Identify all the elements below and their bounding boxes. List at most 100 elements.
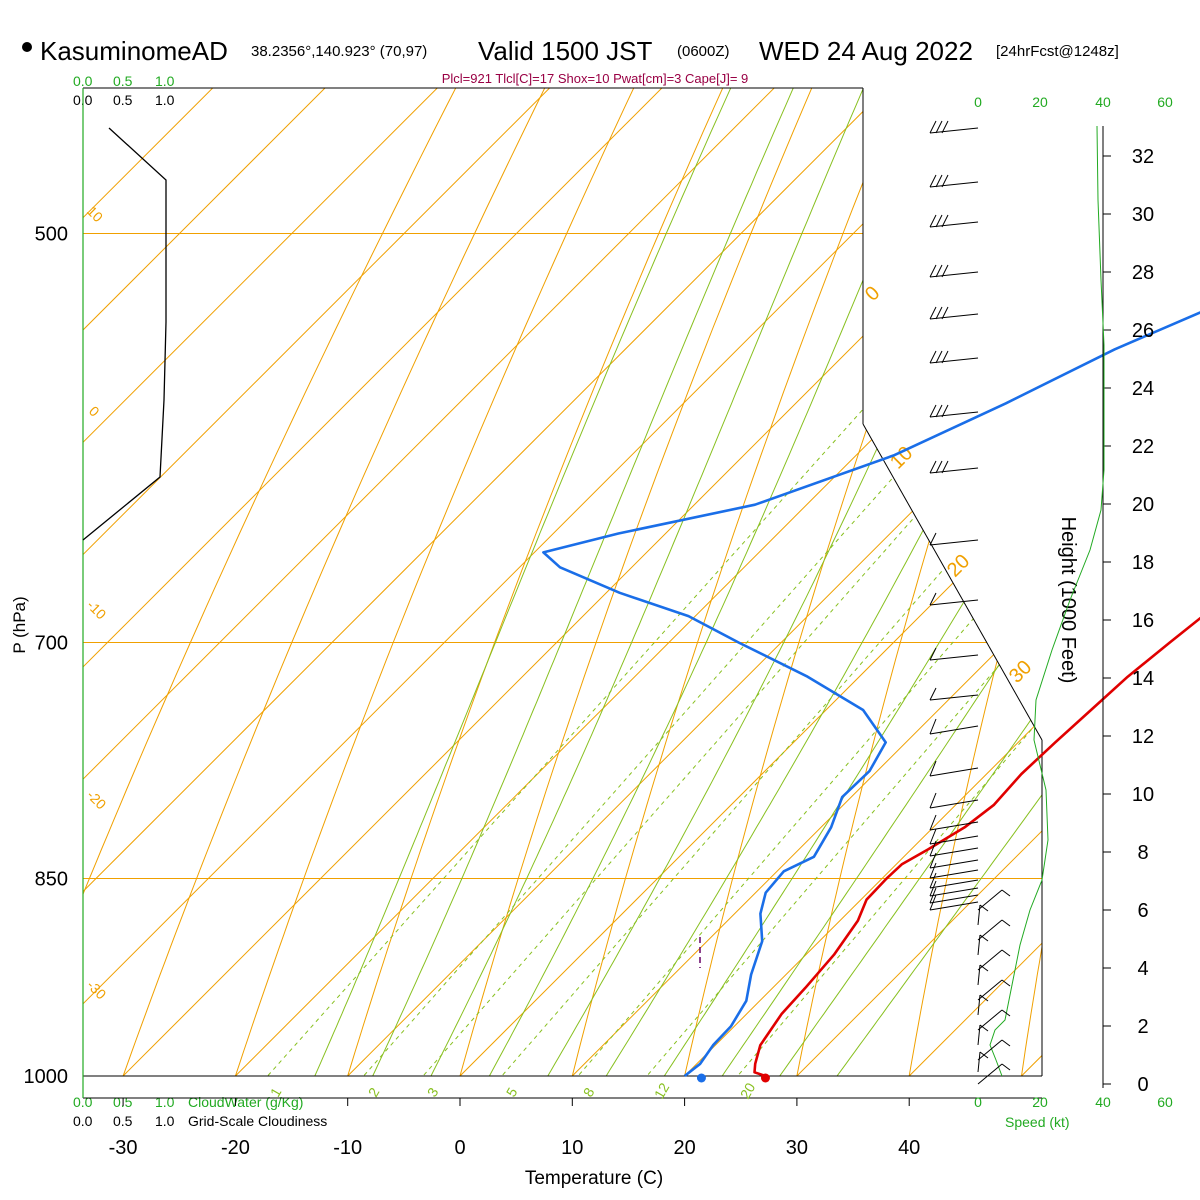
plot-frame xyxy=(82,87,1043,1099)
surface-dewpoint-dot xyxy=(696,1073,706,1083)
wind-barb-feather xyxy=(941,350,949,364)
wind-barb xyxy=(929,221,979,228)
x-tick-label: 20 xyxy=(673,1137,695,1159)
wind-barb-feather xyxy=(1001,949,1011,957)
wind-barb xyxy=(929,694,979,701)
pressure-tick-label: 700 xyxy=(35,632,68,654)
cloud-scale-bottom: 0.0 0.5 1.0 CloudWater (g/Kg) 0.0 0.5 1.… xyxy=(73,1094,327,1129)
scale-label: 0.0 xyxy=(73,73,93,89)
wind-barb-feather xyxy=(929,760,937,777)
wind-barb-feather xyxy=(929,460,937,474)
wind-barb xyxy=(977,919,1003,941)
x-tick-label: 30 xyxy=(786,1137,808,1159)
wind-barb-feather xyxy=(935,404,943,418)
wind-barb xyxy=(929,271,979,278)
wind-barb xyxy=(929,411,979,418)
speed-tick: 20 xyxy=(1032,1094,1048,1110)
speed-tick: 20 xyxy=(1032,94,1048,110)
wind-barb xyxy=(929,357,979,364)
wind-barb xyxy=(929,767,979,777)
cloud-scale-top: 0.0 0.5 1.0 0.0 0.5 1.0 xyxy=(73,73,175,108)
wind-barb-feather xyxy=(941,174,949,188)
pressure-tick-label: 1000 xyxy=(24,1066,69,1088)
speed-tick: 0 xyxy=(974,1094,982,1110)
wind-barb-feather xyxy=(979,994,989,1002)
y-axis-label: P (hPa) xyxy=(10,596,29,653)
scale-label: 0.0 xyxy=(73,1113,93,1129)
wind-barb-feather xyxy=(929,404,937,418)
wind-barb-feather xyxy=(929,264,937,278)
height-tick-label: 16 xyxy=(1132,610,1154,632)
dry-adiabat xyxy=(784,88,1042,1076)
isotherm-label: 0 xyxy=(86,403,103,420)
wind-barb-feather xyxy=(929,532,937,546)
wind-barb-feather xyxy=(929,887,937,904)
moist-adiabat xyxy=(287,88,1042,1076)
x-tick-label: 10 xyxy=(561,1137,583,1159)
wind-barb-feather xyxy=(1001,1039,1011,1047)
zulu-time: (0600Z) xyxy=(677,43,730,60)
mixing-ratio-label: 20 xyxy=(737,1080,759,1102)
wind-barb-feather xyxy=(935,264,943,278)
scale-label: 1.0 xyxy=(155,1094,175,1110)
wind-barb-feather xyxy=(1001,889,1011,897)
height-tick-label: 8 xyxy=(1137,842,1148,864)
temperature-line xyxy=(753,616,1200,1078)
isotherm-line xyxy=(83,88,1042,1076)
valid-time: Valid 1500 JST xyxy=(478,36,653,66)
wind-barb-feather xyxy=(979,934,989,942)
x-tick-label: -30 xyxy=(109,1137,138,1159)
wind-barb-feather xyxy=(935,306,943,320)
wind-barb-feather xyxy=(941,306,949,320)
wind-barb xyxy=(977,994,981,1016)
wind-barb xyxy=(929,654,979,661)
wind-barb xyxy=(929,869,979,879)
speed-tick: 60 xyxy=(1157,1094,1173,1110)
speed-tick: 40 xyxy=(1095,1094,1111,1110)
wind-barb-feather xyxy=(929,120,937,134)
moist-adiabat xyxy=(568,88,1042,1076)
wind-barb xyxy=(977,1063,1003,1085)
scale-label: 1.0 xyxy=(155,92,175,108)
height-tick-label: 24 xyxy=(1132,378,1154,400)
wind-barb xyxy=(929,821,979,831)
wind-barb-feather xyxy=(941,404,949,418)
height-tick-label: 12 xyxy=(1132,726,1154,748)
wind-barb-feather xyxy=(979,1024,989,1032)
wind-speed-profile xyxy=(989,125,1105,1077)
height-tick-label: 18 xyxy=(1132,552,1154,574)
mixing-ratio-line xyxy=(526,88,1042,1076)
wind-barb-feather xyxy=(979,964,989,972)
wind-barb xyxy=(929,894,979,904)
sounding-params: Plcl=921 Tlcl[C]=17 Shox=10 Pwat[cm]=3 C… xyxy=(442,71,749,86)
wind-barb-feather xyxy=(935,174,943,188)
dry-adiabat xyxy=(557,88,1042,1076)
wind-barb-feather xyxy=(929,894,937,911)
scale-label: 0.5 xyxy=(113,1113,133,1129)
x-axis-label: Temperature (C) xyxy=(525,1168,663,1189)
dry-adiabat xyxy=(215,88,1018,1076)
mixing-ratio-line xyxy=(311,88,1042,1076)
wind-barb-feather xyxy=(979,904,989,912)
dry-adiabat xyxy=(101,88,944,1076)
right-temp-label: 0 xyxy=(861,282,884,305)
wind-barb-feather xyxy=(1001,919,1011,927)
wind-barb-feather xyxy=(941,214,949,228)
isotherm-label: -10 xyxy=(84,597,110,623)
wind-barb-feather xyxy=(1001,979,1011,987)
x-tick-label: -20 xyxy=(221,1137,250,1159)
right-temp-label: 20 xyxy=(943,550,974,581)
speed-axis: 0 20 40 60 0 20 40 60 Speed (kt) xyxy=(974,94,1173,1130)
wind-barb-feather xyxy=(929,647,937,661)
moist-adiabat xyxy=(624,88,1042,1076)
mixing-ratio-label: 3 xyxy=(424,1085,442,1100)
mixing-ratio-label: 12 xyxy=(651,1080,673,1102)
height-tick-label: 28 xyxy=(1132,262,1154,284)
mixing-ratio-label: 2 xyxy=(365,1085,383,1100)
cloudwater-label: CloudWater (g/Kg) xyxy=(188,1094,303,1110)
wind-barbs xyxy=(929,120,1011,1085)
dry-adiabat xyxy=(671,88,1042,1076)
wind-barb xyxy=(929,879,979,889)
